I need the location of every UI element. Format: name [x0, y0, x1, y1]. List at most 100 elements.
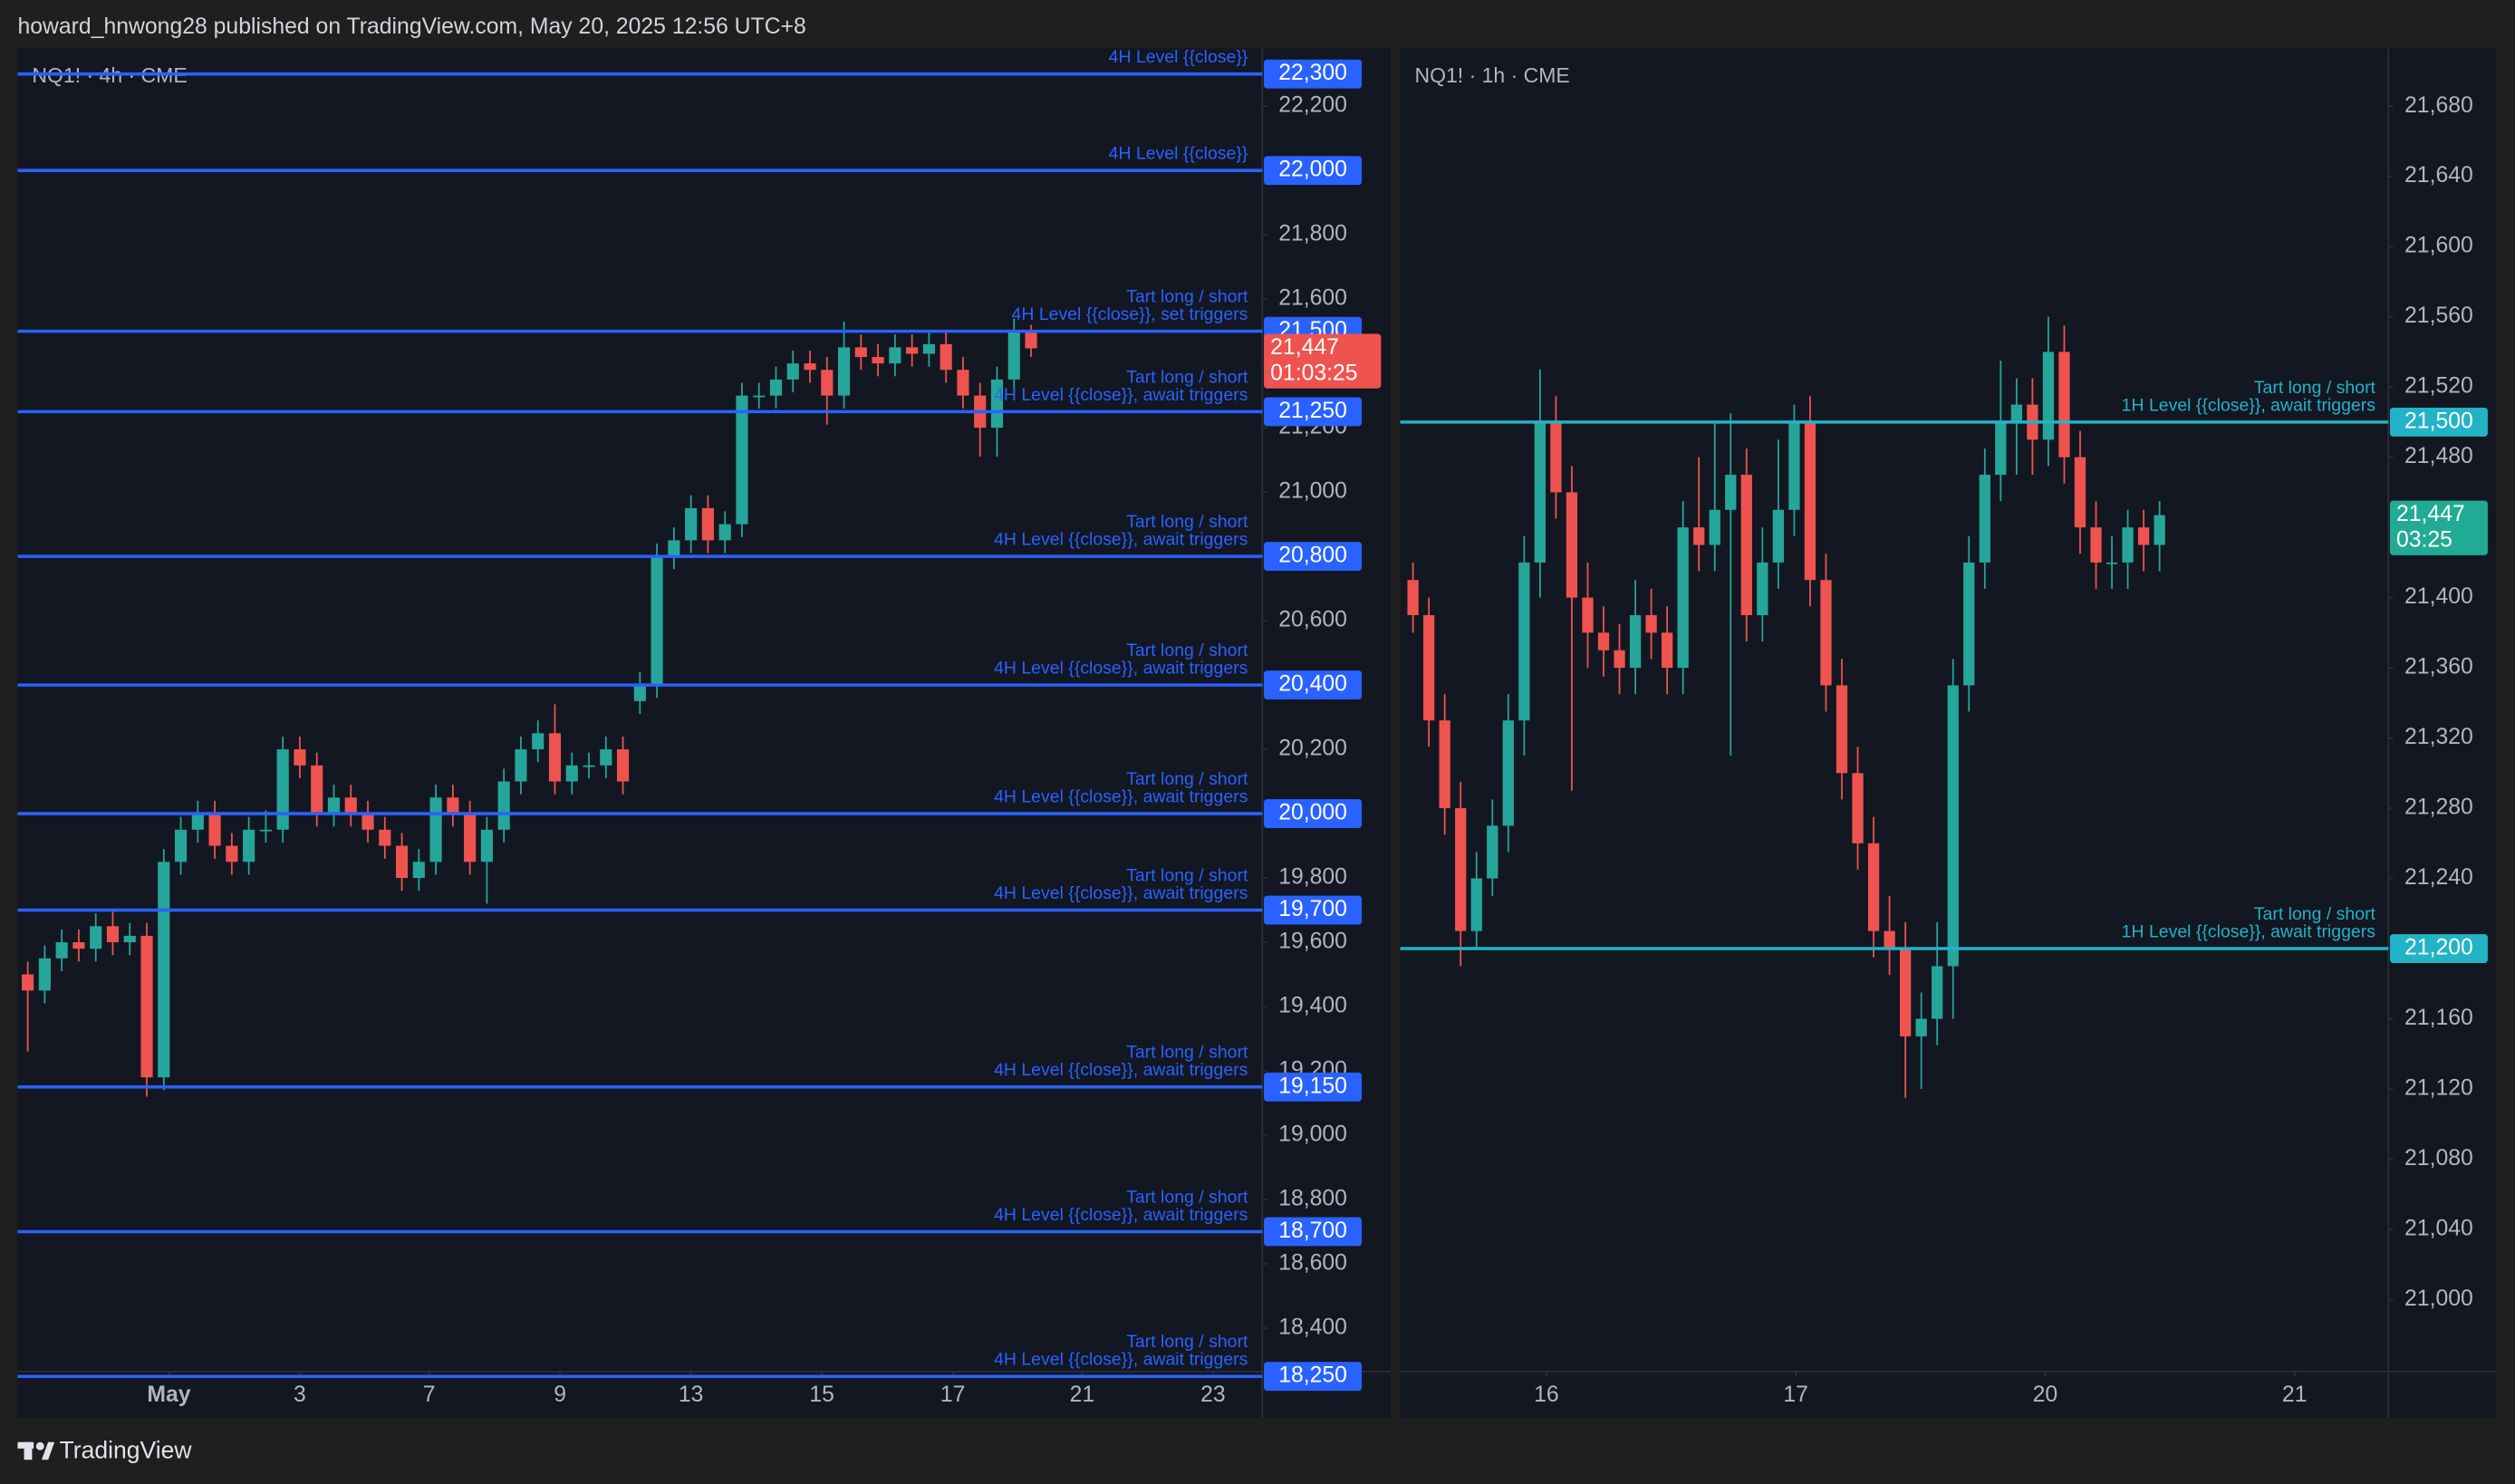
- candle-body: [2090, 527, 2102, 563]
- x-tick-label: 23: [1200, 1383, 1226, 1407]
- level-note: Tart long / short: [1126, 866, 1248, 886]
- last-price-label: 21,447: [1270, 335, 1339, 360]
- x-tick-label: 16: [1534, 1383, 1559, 1407]
- candle-body: [889, 347, 901, 364]
- candle-body: [1677, 527, 1689, 669]
- candle-body: [1470, 878, 1482, 931]
- candle-body: [1487, 825, 1498, 879]
- candle-body: [2105, 562, 2118, 564]
- candle-body: [685, 507, 698, 541]
- candle-body: [327, 797, 341, 814]
- candle-body: [429, 797, 442, 862]
- candle-body: [294, 749, 306, 766]
- candle-body: [1455, 808, 1467, 931]
- last-price-tag: [1264, 333, 1382, 389]
- level-note: Tart long / short: [1126, 287, 1248, 307]
- level-note: 1H Level {{close}}, await triggers: [2122, 395, 2376, 415]
- chart: NQ1! · 1h · CME 21,000 21,040 21,080 21,120 2…: [1400, 63, 2488, 1407]
- candle-body: [140, 935, 153, 1078]
- candle-body: [311, 765, 323, 814]
- candle-body: [1709, 509, 1720, 545]
- candle-body: [243, 829, 255, 862]
- x-tick-label: 9: [554, 1383, 566, 1407]
- brand: TradingView: [60, 1436, 193, 1463]
- y-tick-label: 20,600: [1278, 608, 1347, 632]
- candle-body: [1899, 949, 1912, 1036]
- candle-body: [1979, 475, 1990, 563]
- level-note: 4H Level {{close}}, await triggers: [994, 786, 1248, 806]
- price-tag: [1264, 1072, 1363, 1102]
- candle-body: [1836, 685, 1848, 774]
- level-note: Tart long / short: [1126, 367, 1248, 387]
- y-tick-label: 21,160: [2404, 1006, 2473, 1030]
- price-tag-label: 20,400: [1278, 672, 1347, 697]
- y-tick-label: 21,520: [2404, 374, 2473, 399]
- candle-body: [379, 829, 391, 846]
- candle-body: [1884, 930, 1895, 949]
- y-tick-label: 18,400: [1278, 1315, 1347, 1340]
- y-tick-label: 21,000: [2404, 1286, 2473, 1311]
- price-tag: [1264, 670, 1363, 700]
- y-tick-label: 21,120: [2404, 1076, 2473, 1101]
- candle-body: [1518, 562, 1530, 721]
- price-tag: [1264, 59, 1363, 89]
- candle-body: [1566, 492, 1578, 598]
- price-tag-label: 22,300: [1278, 61, 1347, 85]
- last-price-label: 21,447: [2396, 502, 2465, 526]
- x-tick-label: 21: [1070, 1383, 1095, 1407]
- candle-body: [957, 370, 969, 396]
- candle-body: [718, 524, 731, 541]
- candle-body: [497, 781, 510, 830]
- y-tick-label: 21,560: [2404, 304, 2473, 328]
- level-note: 1H Level {{close}}, await triggers: [2122, 921, 2376, 941]
- candle-body: [1439, 720, 1450, 809]
- candle-body: [753, 395, 766, 398]
- tradingview-logo: [17, 1441, 55, 1460]
- y-tick-label: 19,800: [1278, 865, 1347, 890]
- y-tick-label: 21,800: [1278, 222, 1347, 246]
- candle-body: [650, 556, 663, 686]
- candle-body: [2042, 352, 2055, 440]
- candle-body: [1550, 421, 1562, 493]
- candle-body: [1740, 475, 1752, 615]
- candle-body: [38, 958, 51, 991]
- candle-body: [1007, 331, 1020, 380]
- candle-body: [1407, 580, 1419, 615]
- candle-body: [1804, 421, 1816, 581]
- y-tick-label: 19,600: [1278, 930, 1347, 954]
- candle-body: [259, 829, 272, 832]
- candle-body: [548, 733, 562, 782]
- level-note: Tart long / short: [1126, 512, 1248, 532]
- panel-left: [17, 48, 1391, 1419]
- candle-body: [1772, 509, 1785, 563]
- candle-body: [464, 814, 477, 862]
- price-tag-label: 22,000: [1278, 158, 1347, 182]
- candle-body: [1947, 685, 1959, 967]
- price-tag: [1264, 895, 1363, 925]
- candle-body: [1534, 421, 1547, 563]
- level-note: 4H Level {{close}}, await triggers: [994, 883, 1248, 903]
- y-tick-label: 21,600: [1278, 286, 1347, 311]
- level-note: Tart long / short: [1126, 1332, 1248, 1352]
- y-tick-label: 21,400: [2404, 584, 2473, 609]
- chart: NQ1! · 4h · CME18,40018,60018,80019,0001…: [17, 47, 1382, 1407]
- candle-body: [412, 862, 425, 879]
- candle-body: [1614, 650, 1625, 669]
- level-note: 4H Level {{close}}: [1109, 47, 1248, 67]
- candle-body: [276, 749, 289, 830]
- candle-body: [480, 829, 493, 862]
- x-tick-label: 3: [294, 1383, 306, 1407]
- candle-body: [1025, 331, 1037, 349]
- candle-body: [821, 370, 834, 396]
- candle-body: [1662, 632, 1673, 669]
- y-tick-label: 21,080: [2404, 1146, 2473, 1171]
- candle-body: [2154, 515, 2165, 545]
- logo-shape: [35, 1441, 44, 1450]
- candle-body: [208, 814, 221, 846]
- publish-info: howard_hnwong28 published on TradingView…: [17, 14, 805, 39]
- candle-body: [1867, 843, 1880, 931]
- level-note: Tart long / short: [1126, 1043, 1248, 1063]
- y-tick-label: 21,360: [2404, 655, 2473, 679]
- level-note: Tart long / short: [1126, 769, 1248, 789]
